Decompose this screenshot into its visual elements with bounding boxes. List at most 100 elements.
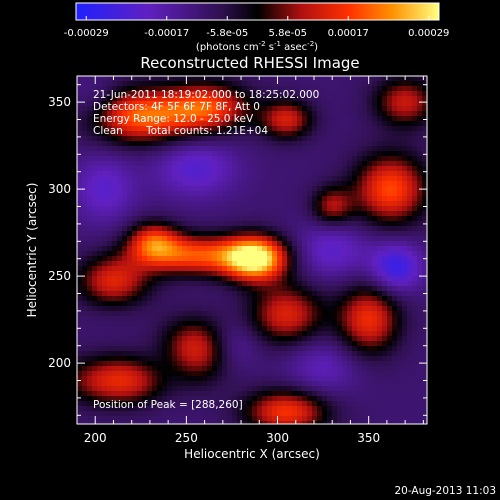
heatmap-cell <box>82 346 88 352</box>
heatmap-cell <box>152 271 158 277</box>
heatmap-cell <box>177 291 183 297</box>
heatmap-cell <box>417 361 423 367</box>
heatmap-cell <box>232 166 238 172</box>
heatmap-cell <box>367 271 373 277</box>
heatmap-cell <box>297 306 303 312</box>
heatmap-cell <box>252 321 258 327</box>
heatmap-cell <box>352 146 358 152</box>
heatmap-cell <box>312 266 318 272</box>
heatmap-cell <box>302 256 308 262</box>
heatmap-cell <box>82 391 88 397</box>
heatmap-cell <box>187 96 193 102</box>
heatmap-cell <box>177 396 183 402</box>
heatmap-cell <box>392 226 398 232</box>
heatmap-cell <box>417 146 423 152</box>
heatmap-cell <box>317 201 323 207</box>
heatmap-cell <box>117 116 123 122</box>
heatmap-cell <box>252 256 258 262</box>
heatmap-cell <box>82 286 88 292</box>
heatmap-cell <box>117 121 123 127</box>
heatmap-cell <box>357 186 363 192</box>
heatmap-cell <box>172 121 178 127</box>
heatmap-cell <box>407 406 413 412</box>
heatmap-cell <box>147 241 153 247</box>
heatmap-cell <box>272 381 278 387</box>
heatmap-cell <box>352 101 358 107</box>
heatmap-cell <box>267 281 273 287</box>
heatmap-cell <box>167 101 173 107</box>
heatmap-cell <box>182 131 188 137</box>
heatmap-cell <box>142 211 148 217</box>
heatmap-cell <box>377 136 383 142</box>
heatmap-cell <box>302 356 308 362</box>
heatmap-cell <box>387 366 393 372</box>
heatmap-cell <box>417 391 423 397</box>
heatmap-cell <box>92 366 98 372</box>
heatmap-cell <box>217 106 223 112</box>
heatmap-cell <box>152 376 158 382</box>
heatmap-cell <box>292 291 298 297</box>
heatmap-cell <box>87 191 93 197</box>
heatmap-cell <box>292 111 298 117</box>
heatmap-cell <box>192 251 198 257</box>
heatmap-cell <box>87 416 93 422</box>
heatmap-cell <box>377 226 383 232</box>
heatmap-cell <box>347 321 353 327</box>
heatmap-cell <box>322 176 328 182</box>
heatmap-cell <box>157 401 163 407</box>
heatmap-cell <box>282 156 288 162</box>
heatmap-cell <box>252 156 258 162</box>
heatmap-cell <box>317 256 323 262</box>
heatmap-cell <box>172 371 178 377</box>
heatmap-cell <box>402 291 408 297</box>
heatmap-cell <box>247 366 253 372</box>
heatmap-cell <box>362 311 368 317</box>
heatmap-cell <box>172 141 178 147</box>
heatmap-cell <box>387 91 393 97</box>
heatmap-cell <box>77 201 83 207</box>
heatmap-cell <box>312 161 318 167</box>
heatmap-cell <box>137 266 143 272</box>
heatmap-cell <box>377 351 383 357</box>
heatmap-cell <box>367 251 373 257</box>
heatmap-cell <box>302 111 308 117</box>
heatmap-cell <box>402 361 408 367</box>
heatmap-cell <box>367 396 373 402</box>
heatmap-cell <box>202 246 208 252</box>
heatmap-cell <box>387 176 393 182</box>
heatmap-cell <box>197 186 203 192</box>
heatmap-cell <box>102 101 108 107</box>
plot-frame <box>76 75 428 425</box>
heatmap-cell <box>252 216 258 222</box>
heatmap-cell <box>277 341 283 347</box>
heatmap-cell <box>122 286 128 292</box>
heatmap-cell <box>172 186 178 192</box>
heatmap-cell <box>407 356 413 362</box>
heatmap-cell <box>127 411 133 417</box>
heatmap-cell <box>92 261 98 267</box>
heatmap-cell <box>232 406 238 412</box>
heatmap-cell <box>157 131 163 137</box>
heatmap-cell <box>332 326 338 332</box>
heatmap-cell <box>152 196 158 202</box>
heatmap-cell <box>132 91 138 97</box>
heatmap-cell <box>307 421 313 424</box>
heatmap-cell <box>162 326 168 332</box>
heatmap-cell <box>187 166 193 172</box>
heatmap-cell <box>172 96 178 102</box>
heatmap-cell <box>397 366 403 372</box>
heatmap-cell <box>207 401 213 407</box>
heatmap-cell <box>287 391 293 397</box>
heatmap-cell <box>392 366 398 372</box>
heatmap-cell <box>107 131 113 137</box>
heatmap-cell <box>117 241 123 247</box>
heatmap-cell <box>357 386 363 392</box>
heatmap-cell <box>222 211 228 217</box>
heatmap-cell <box>97 346 103 352</box>
heatmap-cell <box>232 76 238 82</box>
heatmap-cell <box>257 416 263 422</box>
heatmap-cell <box>392 131 398 137</box>
heatmap-cell <box>302 336 308 342</box>
heatmap-cell <box>242 111 248 117</box>
heatmap-cell <box>187 201 193 207</box>
